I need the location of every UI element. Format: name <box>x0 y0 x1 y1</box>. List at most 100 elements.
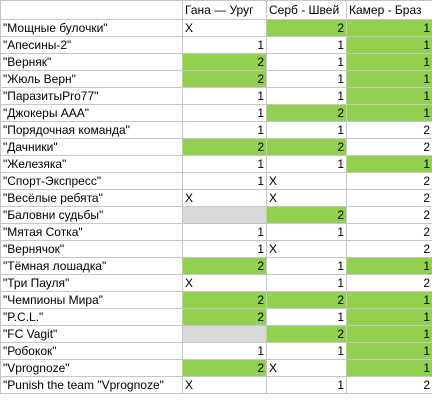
table-row: "Три Пауля" X 1 2 <box>0 274 432 292</box>
prediction-cell-cameroon-brazil[interactable]: 1 <box>346 308 432 326</box>
prediction-cell-ghana-uruguay[interactable]: 2 <box>182 138 267 156</box>
team-name-cell[interactable]: "Мятая Сотка" <box>0 223 183 241</box>
prediction-cell-ghana-uruguay[interactable]: 1 <box>182 240 267 258</box>
team-name-cell[interactable]: "Порядочная команда" <box>0 121 183 139</box>
prediction-cell-cameroon-brazil[interactable]: 2 <box>346 121 432 139</box>
prediction-cell-ghana-uruguay[interactable]: 1 <box>182 121 267 139</box>
prediction-cell-ghana-uruguay[interactable]: 1 <box>182 342 267 360</box>
prediction-cell-ghana-uruguay[interactable]: 1 <box>182 104 267 122</box>
prediction-cell-ghana-uruguay[interactable] <box>182 206 267 224</box>
prediction-cell-cameroon-brazil[interactable]: 1 <box>346 36 432 54</box>
prediction-cell-cameroon-brazil[interactable]: 1 <box>346 325 432 343</box>
team-name-cell[interactable]: "Апесины-2" <box>0 36 183 54</box>
team-name-cell[interactable]: "Весёлые ребята" <box>0 189 183 207</box>
team-name-cell[interactable]: "Спорт-Экспресс" <box>0 172 183 190</box>
prediction-cell-cameroon-brazil[interactable]: 1 <box>346 291 432 309</box>
team-name-cell[interactable]: "Железяка" <box>0 155 183 173</box>
prediction-cell-ghana-uruguay[interactable]: 1 <box>182 155 267 173</box>
team-name-cell[interactable]: "Punish the team "Vprognoze" <box>0 376 183 394</box>
prediction-cell-serbia-switzerland[interactable]: 1 <box>266 308 347 326</box>
prediction-cell-serbia-switzerland[interactable]: 2 <box>266 206 347 224</box>
prediction-cell-serbia-switzerland[interactable]: 2 <box>266 138 347 156</box>
prediction-cell-ghana-uruguay[interactable]: 1 <box>182 172 267 190</box>
header-cell-ghana-uruguay[interactable]: Гана — Уруг <box>182 0 267 20</box>
team-name-cell[interactable]: "Верняк" <box>0 53 183 71</box>
prediction-cell-cameroon-brazil[interactable]: 1 <box>346 53 432 71</box>
team-name-cell[interactable]: "ПаразитыPro77" <box>0 87 183 105</box>
prediction-cell-ghana-uruguay[interactable]: 2 <box>182 257 267 275</box>
prediction-cell-cameroon-brazil[interactable]: 2 <box>346 240 432 258</box>
prediction-cell-ghana-uruguay[interactable] <box>182 325 267 343</box>
prediction-cell-serbia-switzerland[interactable]: 1 <box>266 274 347 292</box>
team-name-cell[interactable]: "Джокеры ААА" <box>0 104 183 122</box>
prediction-cell-ghana-uruguay[interactable]: X <box>182 19 267 37</box>
prediction-cell-cameroon-brazil[interactable]: 1 <box>346 257 432 275</box>
prediction-cell-serbia-switzerland[interactable]: 1 <box>266 70 347 88</box>
prediction-cell-ghana-uruguay[interactable]: 2 <box>182 359 267 377</box>
prediction-cell-serbia-switzerland[interactable]: X <box>266 172 347 190</box>
prediction-cell-serbia-switzerland[interactable]: 2 <box>266 291 347 309</box>
prediction-cell-cameroon-brazil[interactable]: 1 <box>346 104 432 122</box>
team-name-cell[interactable]: "FC Vagit" <box>0 325 183 343</box>
team-name-cell[interactable]: "Жюль Верн" <box>0 70 183 88</box>
prediction-cell-ghana-uruguay[interactable]: 2 <box>182 291 267 309</box>
prediction-cell-cameroon-brazil[interactable]: 1 <box>346 87 432 105</box>
prediction-cell-ghana-uruguay[interactable]: 2 <box>182 70 267 88</box>
prediction-cell-serbia-switzerland[interactable]: 1 <box>266 87 347 105</box>
header-cell-corner[interactable] <box>0 0 183 20</box>
prediction-cell-serbia-switzerland[interactable]: 1 <box>266 376 347 394</box>
prediction-cell-cameroon-brazil[interactable]: 1 <box>346 155 432 173</box>
header-cell-cameroon-brazil[interactable]: Камер - Браз <box>346 0 432 20</box>
prediction-cell-serbia-switzerland[interactable]: 1 <box>266 53 347 71</box>
prediction-cell-ghana-uruguay[interactable]: 2 <box>182 53 267 71</box>
prediction-cell-cameroon-brazil[interactable]: 1 <box>346 359 432 377</box>
table-row: "Весёлые ребята" X X 2 <box>0 189 432 207</box>
prediction-cell-serbia-switzerland[interactable]: X <box>266 189 347 207</box>
prediction-cell-serbia-switzerland[interactable]: 1 <box>266 257 347 275</box>
prediction-cell-cameroon-brazil[interactable]: 2 <box>346 223 432 241</box>
prediction-cell-serbia-switzerland[interactable]: 2 <box>266 19 347 37</box>
prediction-cell-serbia-switzerland[interactable]: X <box>266 359 347 377</box>
prediction-cell-serbia-switzerland[interactable]: 2 <box>266 325 347 343</box>
prediction-cell-serbia-switzerland[interactable]: 1 <box>266 155 347 173</box>
table-row: "Джокеры ААА" 1 2 1 <box>0 104 432 122</box>
prediction-cell-ghana-uruguay[interactable]: 1 <box>182 87 267 105</box>
prediction-cell-cameroon-brazil[interactable]: 2 <box>346 274 432 292</box>
prediction-cell-cameroon-brazil[interactable]: 2 <box>346 189 432 207</box>
prediction-cell-cameroon-brazil[interactable]: 1 <box>346 70 432 88</box>
table-row: "Робокок" 1 1 1 <box>0 342 432 360</box>
team-name-cell[interactable]: "Мощные булочки" <box>0 19 183 37</box>
prediction-cell-cameroon-brazil[interactable]: 1 <box>346 342 432 360</box>
team-name-cell[interactable]: "P.C.L." <box>0 308 183 326</box>
prediction-cell-ghana-uruguay[interactable]: X <box>182 274 267 292</box>
team-name-cell[interactable]: "Тёмная лошадка" <box>0 257 183 275</box>
prediction-cell-ghana-uruguay[interactable]: 1 <box>182 223 267 241</box>
table-row: "ПаразитыPro77" 1 1 1 <box>0 87 432 105</box>
prediction-cell-ghana-uruguay[interactable]: 1 <box>182 36 267 54</box>
prediction-cell-serbia-switzerland[interactable]: 2 <box>266 104 347 122</box>
table-row: "Мятая Сотка" 1 1 2 <box>0 223 432 241</box>
prediction-cell-cameroon-brazil[interactable]: 2 <box>346 172 432 190</box>
team-name-cell[interactable]: "Чемпионы Мира" <box>0 291 183 309</box>
header-cell-serbia-switzerland[interactable]: Серб - Швей <box>266 0 347 20</box>
prediction-cell-cameroon-brazil[interactable]: 1 <box>346 19 432 37</box>
team-name-cell[interactable]: "Баловни судьбы" <box>0 206 183 224</box>
team-name-cell[interactable]: "Дачники" <box>0 138 183 156</box>
prediction-cell-serbia-switzerland[interactable]: 1 <box>266 36 347 54</box>
prediction-cell-ghana-uruguay[interactable]: X <box>182 376 267 394</box>
prediction-cell-serbia-switzerland[interactable]: X <box>266 240 347 258</box>
prediction-cell-serbia-switzerland[interactable]: 1 <box>266 223 347 241</box>
prediction-cell-serbia-switzerland[interactable]: 1 <box>266 342 347 360</box>
prediction-cell-serbia-switzerland[interactable]: 1 <box>266 121 347 139</box>
prediction-cell-cameroon-brazil[interactable]: 2 <box>346 138 432 156</box>
prediction-cell-cameroon-brazil[interactable]: 2 <box>346 206 432 224</box>
team-name-cell[interactable]: "Вернячок" <box>0 240 183 258</box>
prediction-cell-cameroon-brazil[interactable]: 2 <box>346 376 432 394</box>
prediction-cell-ghana-uruguay[interactable]: 2 <box>182 308 267 326</box>
table-row: "Верняк" 2 1 1 <box>0 53 432 71</box>
team-name-cell[interactable]: "Робокок" <box>0 342 183 360</box>
table-row: "Вернячок" 1 X 2 <box>0 240 432 258</box>
prediction-cell-ghana-uruguay[interactable]: X <box>182 189 267 207</box>
team-name-cell[interactable]: "Три Пауля" <box>0 274 183 292</box>
team-name-cell[interactable]: "Vprognoze" <box>0 359 183 377</box>
